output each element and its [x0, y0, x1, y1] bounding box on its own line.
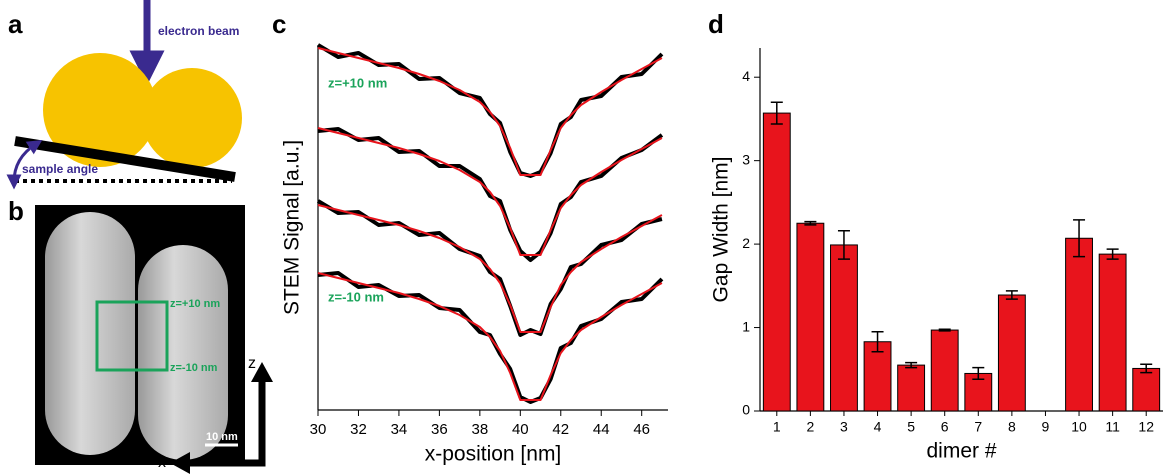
- series-line: [317, 204, 663, 333]
- rod: [45, 212, 135, 455]
- series-line: [317, 272, 663, 401]
- angle-arrow: [6, 139, 43, 190]
- scale-label: 10 nm: [206, 431, 238, 443]
- y-axis-label: STEM Signal [a.u.]: [281, 140, 304, 315]
- panel-label: a: [8, 9, 23, 39]
- bar: [830, 244, 858, 412]
- error-bar: [1005, 290, 1018, 300]
- annotation: z=-10 nm: [328, 289, 384, 304]
- axis-label: z: [248, 355, 256, 372]
- axis-label: x: [158, 454, 166, 471]
- particle: [43, 53, 157, 167]
- error-bar: [1073, 219, 1086, 258]
- bar: [930, 329, 959, 412]
- bar: [897, 364, 926, 412]
- x-axis-label: x-position [nm]: [425, 443, 562, 466]
- error-bar: [1140, 363, 1153, 374]
- annotation: z=+10 nm: [328, 75, 387, 90]
- x-tick-label: 3: [840, 419, 848, 435]
- x-tick-label: 34: [391, 421, 408, 438]
- error-bar: [871, 330, 884, 353]
- x-tick-label: 6: [941, 419, 949, 435]
- error-bar: [905, 361, 918, 369]
- error-bar: [938, 328, 951, 332]
- x-tick-label: 32: [350, 421, 367, 438]
- bar: [1065, 237, 1093, 412]
- x-tick-label: 42: [552, 421, 569, 438]
- error-bar: [804, 220, 817, 226]
- panel-label: d: [708, 9, 724, 39]
- bar: [1098, 253, 1127, 412]
- series-line: [317, 127, 664, 262]
- x-tick-label: 5: [907, 419, 915, 435]
- bar: [997, 294, 1026, 412]
- arrow-head: [170, 362, 273, 474]
- x-tick-label: 9: [1042, 419, 1050, 435]
- roi-label: z=+10 nm: [170, 298, 220, 310]
- y-tick-label: 0: [742, 402, 750, 418]
- error-bar: [1106, 248, 1119, 260]
- y-axis-label: Gap Width [nm]: [710, 157, 733, 303]
- x-tick-label: 7: [974, 419, 982, 435]
- x-tick-label: 8: [1008, 419, 1016, 435]
- x-tick-label: 36: [431, 421, 448, 438]
- x-tick-label: 1: [773, 419, 781, 435]
- bar: [796, 222, 825, 412]
- axes-arrow: [188, 380, 266, 467]
- roi: [95, 300, 169, 372]
- y-tick-label: 2: [742, 235, 750, 251]
- error-bar: [972, 366, 985, 381]
- roi-label: z=-10 nm: [170, 362, 218, 374]
- y-tick-label: 4: [742, 68, 750, 84]
- x-tick-label: 44: [593, 421, 610, 438]
- x-tick-label: 30: [310, 421, 327, 438]
- sample: [14, 136, 236, 182]
- error-bar: [837, 230, 850, 260]
- bar: [762, 112, 791, 412]
- panel-label: c: [272, 9, 286, 39]
- x-tick-label: 46: [633, 421, 650, 438]
- x-tick-label: 4: [874, 419, 882, 435]
- rod: [138, 245, 228, 460]
- x-tick-label: 10: [1071, 419, 1087, 435]
- series-line: [316, 43, 664, 178]
- x-tick-label: 38: [472, 421, 489, 438]
- x-tick-label: 11: [1105, 419, 1120, 435]
- angle-label: sample angle: [22, 162, 98, 176]
- panel-label: b: [8, 196, 24, 226]
- y-tick-label: 1: [742, 318, 750, 334]
- x-tick-label: 2: [806, 419, 814, 435]
- x-tick-label: 12: [1138, 419, 1154, 435]
- series-line: [317, 127, 663, 256]
- particle: [142, 68, 242, 168]
- x-tick-label: 40: [512, 421, 529, 438]
- series-line: [317, 47, 663, 176]
- y-tick-label: 3: [742, 151, 750, 167]
- beam-label: electron beam: [158, 24, 239, 38]
- bar: [1132, 367, 1161, 412]
- x-axis-label: dimer #: [926, 440, 996, 463]
- error-bar: [770, 101, 783, 125]
